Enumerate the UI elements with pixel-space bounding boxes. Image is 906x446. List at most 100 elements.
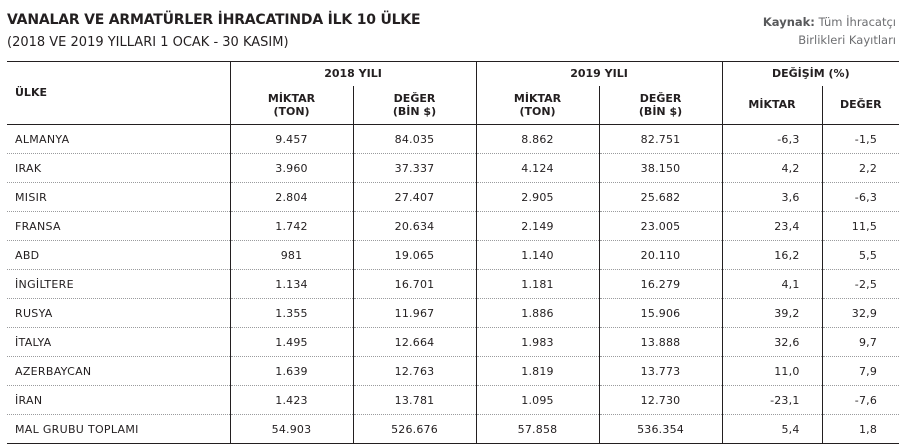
cell-2019-miktar: 1.095 — [475, 385, 600, 415]
cell-2019-miktar: 1.140 — [475, 240, 600, 270]
header-country: ÜLKE — [15, 86, 47, 99]
cell-2018-deger: 526.676 — [352, 414, 477, 444]
cell-change-deger: -7,6 — [821, 385, 900, 415]
cell-2019-miktar: 1.181 — [475, 269, 600, 299]
table-row: İTALYA 1.495 12.664 1.983 13.888 32,6 9,7 — [7, 327, 900, 357]
table-body: ALMANYA 9.457 84.035 8.862 82.751 -6,3 -1,5 IRA… — [7, 124, 900, 444]
header-change-deger: DEĞER — [821, 85, 900, 125]
table-row: AZERBAYCAN 1.639 12.763 1.819 13.773 11,0 7,9 — [7, 356, 900, 386]
cell-2018-deger: 11.967 — [352, 298, 477, 328]
cell-2019-deger: 15.906 — [598, 298, 723, 328]
header-2018-deger: DEĞER (BİN $) — [352, 85, 477, 125]
cell-change-deger: 9,7 — [821, 327, 900, 357]
cell-2018-miktar: 3.960 — [229, 153, 353, 183]
header-2019-deger: DEĞER (BİN $) — [598, 85, 723, 125]
table-row: ABD 981 19.065 1.140 20.110 16,2 5,5 — [7, 240, 900, 270]
cell-2018-miktar: 1.423 — [229, 385, 353, 415]
cell-change-miktar: 11,0 — [721, 356, 823, 386]
cell-country: İNGİLTERE — [15, 277, 74, 291]
cell-2018-miktar: 1.742 — [229, 211, 353, 241]
source-line1: Tüm İhracatçı — [818, 15, 896, 29]
cell-change-miktar: 4,1 — [721, 269, 823, 299]
cell-country: RUSYA — [15, 306, 53, 320]
cell-2019-deger: 38.150 — [598, 153, 723, 183]
cell-2018-miktar: 2.804 — [229, 182, 353, 212]
cell-2018-deger: 20.634 — [352, 211, 477, 241]
cell-country: ABD — [15, 248, 40, 262]
cell-2019-miktar: 4.124 — [475, 153, 600, 183]
cell-country: İRAN — [15, 393, 43, 407]
cell-2019-deger: 13.773 — [598, 356, 723, 386]
table-row: ALMANYA 9.457 84.035 8.862 82.751 -6,3 -1,5 — [7, 124, 900, 154]
cell-country: İTALYA — [15, 335, 52, 349]
cell-2019-deger: 82.751 — [598, 124, 723, 154]
table-row-total: MAL GRUBU TOPLAMI 54.903 526.676 57.858 536.… — [7, 414, 900, 444]
cell-2018-deger: 37.337 — [352, 153, 477, 183]
cell-country: MISIR — [15, 190, 48, 204]
cell-2018-deger: 12.664 — [352, 327, 477, 357]
cell-2018-deger: 13.781 — [352, 385, 477, 415]
cell-change-miktar: -23,1 — [721, 385, 823, 415]
cell-change-deger: 32,9 — [821, 298, 900, 328]
cell-change-deger: -1,5 — [821, 124, 900, 154]
header-2019: 2019 YILI — [475, 61, 723, 86]
cell-2019-deger: 536.354 — [598, 414, 723, 444]
cell-2018-miktar: 9.457 — [229, 124, 353, 154]
table-row: FRANSA 1.742 20.634 2.149 23.005 23,4 11,5 — [7, 211, 900, 241]
cell-change-miktar: 16,2 — [721, 240, 823, 270]
cell-2019-deger: 16.279 — [598, 269, 723, 299]
cell-2018-miktar: 981 — [229, 240, 353, 270]
cell-change-deger: -6,3 — [821, 182, 900, 212]
header-2018: 2018 YILI — [229, 61, 477, 86]
cell-2019-deger: 23.005 — [598, 211, 723, 241]
cell-2019-miktar: 2.149 — [475, 211, 600, 241]
cell-2018-deger: 16.701 — [352, 269, 477, 299]
cell-2019-miktar: 1.819 — [475, 356, 600, 386]
cell-change-miktar: 32,6 — [721, 327, 823, 357]
cell-2019-miktar: 2.905 — [475, 182, 600, 212]
cell-country: MAL GRUBU TOPLAMI — [15, 422, 139, 436]
cell-2019-deger: 13.888 — [598, 327, 723, 357]
cell-2019-miktar: 8.862 — [475, 124, 600, 154]
cell-change-miktar: -6,3 — [721, 124, 823, 154]
cell-change-miktar: 23,4 — [721, 211, 823, 241]
cell-country: IRAK — [15, 161, 42, 175]
cell-2018-deger: 84.035 — [352, 124, 477, 154]
table-row: İNGİLTERE 1.134 16.701 1.181 16.279 4,1 -2,5 — [7, 269, 900, 299]
cell-change-deger: -2,5 — [821, 269, 900, 299]
cell-2018-miktar: 1.134 — [229, 269, 353, 299]
cell-2019-miktar: 1.886 — [475, 298, 600, 328]
cell-country: ALMANYA — [15, 132, 70, 146]
cell-change-miktar: 4,2 — [721, 153, 823, 183]
cell-2018-miktar: 54.903 — [229, 414, 353, 444]
export-table: ÜLKE 2018 YILI 2019 YILI DEĞİŞİM (%) MİK… — [7, 61, 900, 444]
cell-2018-deger: 19.065 — [352, 240, 477, 270]
cell-change-miktar: 5,4 — [721, 414, 823, 444]
cell-2018-miktar: 1.639 — [229, 356, 353, 386]
cell-2018-deger: 12.763 — [352, 356, 477, 386]
table-subtitle: (2018 VE 2019 YILLARI 1 OCAK - 30 KASIM) — [7, 35, 289, 50]
cell-change-miktar: 39,2 — [721, 298, 823, 328]
cell-change-deger: 11,5 — [821, 211, 900, 241]
cell-2018-miktar: 1.355 — [229, 298, 353, 328]
cell-2019-miktar: 57.858 — [475, 414, 600, 444]
table-row: IRAK 3.960 37.337 4.124 38.150 4,2 2,2 — [7, 153, 900, 183]
table-title: VANALAR VE ARMATÜRLER İHRACATINDA İLK 10… — [7, 12, 421, 28]
header-2018-miktar: MİKTAR (TON) — [229, 85, 353, 125]
header-2019-miktar: MİKTAR (TON) — [475, 85, 600, 125]
table-row: MISIR 2.804 27.407 2.905 25.682 3,6 -6,3 — [7, 182, 900, 212]
cell-country: FRANSA — [15, 219, 61, 233]
cell-2018-miktar: 1.495 — [229, 327, 353, 357]
cell-change-deger: 1,8 — [821, 414, 900, 444]
source-note: Kaynak: Tüm İhracatçı Birlikleri Kayıtla… — [763, 13, 896, 49]
source-line2: Birlikleri Kayıtları — [798, 33, 896, 47]
cell-country: AZERBAYCAN — [15, 364, 92, 378]
table-row: İRAN 1.423 13.781 1.095 12.730 -23,1 -7,6 — [7, 385, 900, 415]
cell-2019-deger: 20.110 — [598, 240, 723, 270]
header-change: DEĞİŞİM (%) — [721, 61, 900, 86]
cell-change-deger: 5,5 — [821, 240, 900, 270]
cell-2019-miktar: 1.983 — [475, 327, 600, 357]
table-row: RUSYA 1.355 11.967 1.886 15.906 39,2 32,9 — [7, 298, 900, 328]
cell-change-deger: 7,9 — [821, 356, 900, 386]
cell-change-miktar: 3,6 — [721, 182, 823, 212]
